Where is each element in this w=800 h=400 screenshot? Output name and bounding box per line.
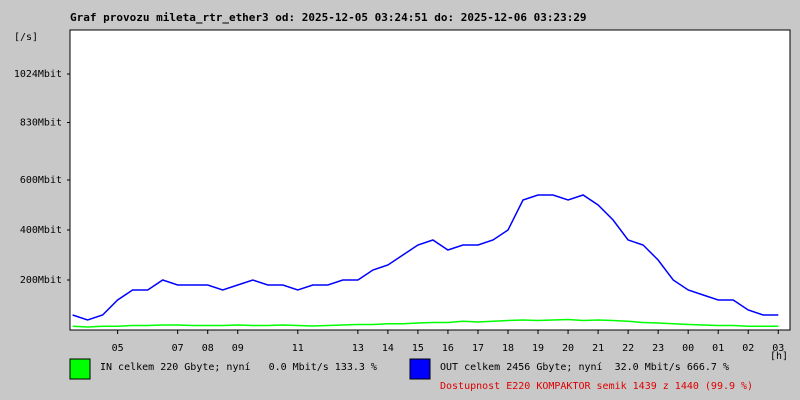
x-tick-label: 14 — [382, 343, 394, 354]
x-tick-label: 20 — [562, 343, 574, 354]
legend-swatch — [69, 358, 91, 380]
legend-label: IN celkem 220 Gbyte; nyní 0.0 Mbit/s 133… — [100, 361, 377, 373]
x-tick-label: 17 — [472, 343, 484, 354]
legend-label: OUT celkem 2456 Gbyte; nyní 32.0 Mbit/s … — [440, 361, 729, 373]
x-tick-label: 08 — [202, 343, 214, 354]
x-tick-label: 02 — [742, 343, 754, 354]
x-tick-label: 01 — [712, 343, 724, 354]
x-tick-label: 19 — [532, 343, 544, 354]
x-tick-label: 03 — [772, 343, 784, 354]
y-tick-label: 200Mbit — [20, 275, 62, 286]
y-tick-label: 600Mbit — [20, 175, 62, 186]
y-tick-label: 1024Mbit — [14, 69, 62, 80]
plot-area — [69, 29, 791, 331]
y-axis-label: [/s] — [14, 32, 38, 43]
x-tick-label: 16 — [442, 343, 454, 354]
y-tick-label: 400Mbit — [20, 225, 62, 236]
series-line — [72, 194, 779, 321]
x-tick-label: 23 — [652, 343, 664, 354]
x-tick-label: 21 — [592, 343, 604, 354]
x-tick-label: 18 — [502, 343, 514, 354]
x-tick-label: 15 — [412, 343, 424, 354]
x-axis-label: [h] — [770, 351, 788, 362]
x-tick-label: 11 — [292, 343, 304, 354]
series-line — [72, 318, 779, 328]
y-tick-label: 830Mbit — [20, 118, 62, 129]
x-tick-label: 00 — [682, 343, 694, 354]
x-tick-label: 05 — [112, 343, 124, 354]
x-tick-label: 13 — [352, 343, 364, 354]
x-tick-label: 09 — [232, 343, 244, 354]
x-tick-label: 07 — [172, 343, 184, 354]
chart-title: Graf provozu mileta_rtr_ether3 od: 2025-… — [70, 11, 587, 24]
x-tick-label: 22 — [622, 343, 634, 354]
availability-note: Dostupnost E220 KOMPAKTOR semik 1439 z 1… — [440, 381, 753, 392]
legend-swatch — [409, 358, 431, 380]
